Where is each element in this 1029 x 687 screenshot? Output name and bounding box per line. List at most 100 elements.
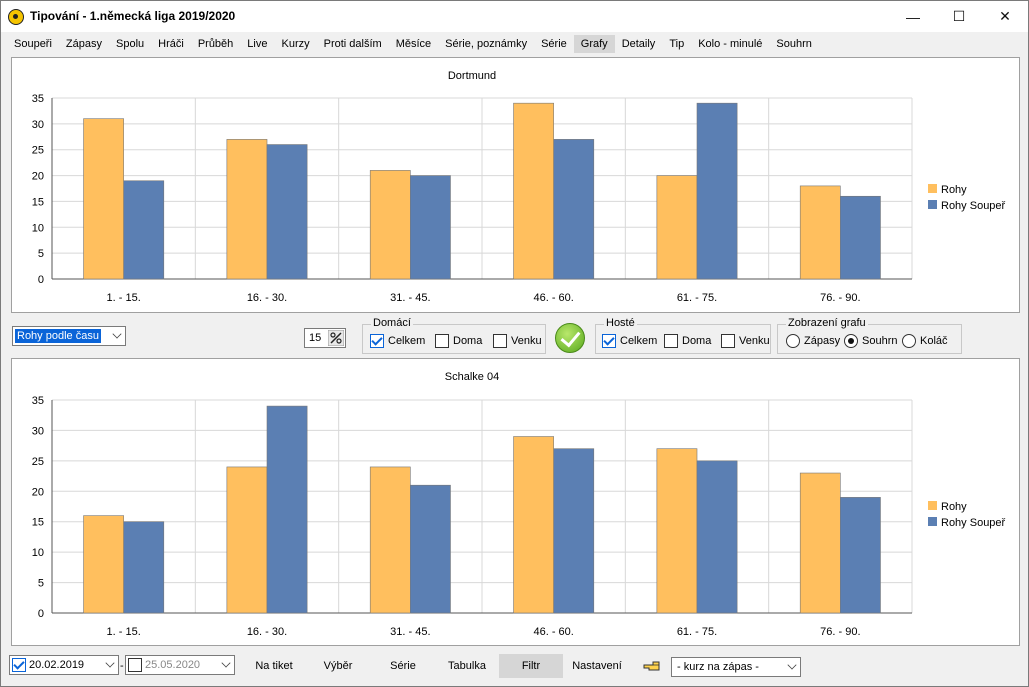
date-to-picker[interactable]: 25.05.2020	[125, 655, 235, 675]
tab-serie[interactable]: Série	[541, 38, 567, 50]
bottom-toolbar: 20.02.2019 - 25.05.2020 Na tiket Výběr S…	[1, 653, 1028, 681]
away-venku-label: Venku	[739, 335, 770, 347]
y-tick-label: 30	[32, 425, 44, 437]
tab-bar: Soupeři Zápasy Spolu Hráči Průběh Live K…	[7, 35, 819, 53]
chart-panel-top: Dortmund 0 5 10 15 20 25 30 35 1. - 15. 16. - 30. 3…	[11, 57, 1020, 313]
bar	[410, 484, 451, 614]
tab-kurzy[interactable]: Kurzy	[281, 38, 310, 50]
tab-zapasy[interactable]: Zápasy	[65, 38, 102, 50]
tab-prubeh[interactable]: Průběh	[197, 38, 234, 50]
pointing-hand-icon[interactable]	[643, 659, 661, 673]
title-bar: Tipování - 1.německá liga 2019/2020 — ☐ …	[1, 1, 1028, 32]
bar	[840, 497, 881, 614]
home-celkem-label: Celkem	[388, 335, 426, 347]
interval-stepper[interactable]: 15	[304, 328, 346, 348]
bar-chart-dortmund: Dortmund 0 5 10 15 20 25 30 35 1. - 15. 16. - 30. 3…	[32, 70, 1006, 304]
zapasy-radio[interactable]	[786, 334, 800, 348]
away-celkem-checkbox[interactable]	[602, 334, 616, 348]
odds-select[interactable]: - kurz na zápas -	[671, 657, 801, 677]
away-group-title: Hosté	[604, 317, 637, 329]
close-icon: ✕	[999, 8, 1011, 24]
bar	[696, 460, 738, 614]
date-separator: -	[120, 660, 124, 672]
bar-chart-schalke: Schalke 04 0 5 10 15 20 25 30 35 1. - 15. 16. - 30…	[32, 371, 1006, 638]
chevron-down-icon	[105, 658, 115, 668]
x-tick-label: 61. - 75.	[677, 292, 717, 304]
bar	[123, 521, 165, 614]
tab-spolu[interactable]: Spolu	[116, 38, 145, 50]
chart-controls: Rohy podle času	[1, 317, 1028, 357]
home-doma-checkbox[interactable]	[435, 334, 449, 348]
x-tick-label: 61. - 75.	[677, 626, 717, 638]
y-tick-label: 0	[38, 274, 44, 286]
app-logo-icon	[8, 9, 24, 25]
away-doma-label: Doma	[682, 335, 712, 347]
tabulka-button[interactable]: Tabulka	[448, 660, 486, 672]
date-from-checkbox[interactable]	[12, 658, 26, 672]
nastaveni-button[interactable]: Nastavení	[572, 660, 622, 672]
na-tiket-button[interactable]: Na tiket	[255, 660, 293, 672]
serie-button[interactable]: Série	[390, 660, 416, 672]
y-tick-label: 25	[32, 456, 44, 468]
tab-hraci[interactable]: Hráči	[158, 38, 184, 50]
bar	[656, 448, 698, 614]
tab-souperi[interactable]: Soupeři	[14, 38, 52, 50]
bar	[840, 195, 881, 280]
bar	[410, 175, 451, 280]
tab-serie-poznamky[interactable]: Série, poznámky	[445, 38, 528, 50]
date-from-picker[interactable]: 20.02.2019	[9, 655, 119, 675]
tab-detaily[interactable]: Detaily	[621, 38, 656, 50]
home-celkem-checkbox[interactable]	[370, 334, 384, 348]
kolac-radio[interactable]	[902, 334, 916, 348]
tab-kolo-minule[interactable]: Kolo - minulé	[698, 38, 763, 50]
date-from-value: 20.02.2019	[29, 659, 85, 671]
bar	[226, 466, 268, 614]
tab-proti-dalsim[interactable]: Proti dalším	[323, 38, 382, 50]
apply-check-button[interactable]	[555, 323, 585, 353]
bar	[123, 180, 165, 280]
maximize-button[interactable]: ☐	[936, 1, 982, 32]
date-to-checkbox[interactable]	[128, 658, 142, 672]
x-tick-label: 46. - 60.	[533, 292, 573, 304]
x-tick-label: 16. - 30.	[247, 626, 287, 638]
chart-panel-bottom: Schalke 04 0 5 10 15 20 25 30 35 1. - 15. 16. - 30…	[11, 358, 1020, 646]
y-tick-label: 35	[32, 93, 44, 105]
minimize-icon: —	[906, 8, 920, 25]
away-venku-checkbox[interactable]	[721, 334, 735, 348]
chart-title: Schalke 04	[445, 371, 499, 383]
tab-mesice[interactable]: Měsíce	[395, 38, 432, 50]
x-tick-label: 76. - 90.	[820, 292, 860, 304]
legend-label: Rohy	[941, 501, 967, 513]
filtr-button[interactable]: Filtr	[499, 654, 563, 678]
y-tick-label: 15	[32, 196, 44, 208]
home-venku-checkbox[interactable]	[493, 334, 507, 348]
display-group-title: Zobrazení grafu	[786, 317, 868, 329]
window-title: Tipování - 1.německá liga 2019/2020	[30, 9, 236, 23]
away-doma-checkbox[interactable]	[664, 334, 678, 348]
bar	[513, 102, 554, 280]
bar	[266, 405, 308, 614]
legend-label: Rohy	[941, 184, 967, 196]
souhrn-radio[interactable]	[844, 334, 858, 348]
tab-tip[interactable]: Tip	[669, 38, 685, 50]
chart-type-select[interactable]: Rohy podle času	[12, 326, 126, 346]
tab-grafy[interactable]: Grafy	[573, 35, 615, 53]
y-tick-label: 5	[38, 248, 44, 260]
y-tick-label: 30	[32, 119, 44, 131]
date-to-value: 25.05.2020	[145, 659, 201, 671]
home-group-title: Domácí	[371, 317, 413, 329]
bar	[83, 515, 124, 614]
home-filter-group: Domácí Celkem Doma Venku	[362, 317, 546, 354]
tab-live[interactable]: Live	[247, 38, 268, 50]
bar	[83, 118, 124, 280]
chart-type-value: Rohy podle času	[15, 329, 101, 343]
close-button[interactable]: ✕	[982, 1, 1028, 32]
minimize-button[interactable]: —	[890, 1, 936, 32]
bar	[266, 144, 308, 280]
vyber-button[interactable]: Výběr	[323, 660, 353, 672]
bar	[513, 436, 554, 614]
tab-souhrn[interactable]: Souhrn	[776, 38, 812, 50]
chevron-down-icon	[221, 658, 231, 668]
bar	[656, 175, 698, 280]
percent-icon[interactable]	[328, 330, 344, 346]
